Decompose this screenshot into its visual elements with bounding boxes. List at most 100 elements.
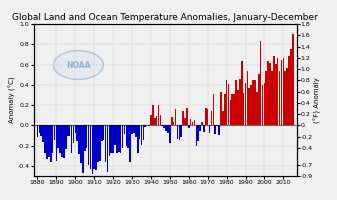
Bar (275, 64, 277, 125)
Bar (88, 125, 89, 165)
Bar (232, 94, 233, 125)
Bar (216, 125, 218, 126)
Bar (211, 111, 212, 125)
Bar (72, 125, 74, 143)
Bar (152, 105, 154, 125)
Bar (203, 125, 205, 132)
Bar (112, 125, 114, 153)
Bar (195, 125, 197, 146)
Bar (165, 125, 167, 131)
Bar (167, 125, 169, 133)
Bar (184, 118, 186, 125)
Bar (256, 92, 258, 125)
Bar (175, 109, 176, 125)
Bar (248, 88, 250, 125)
Bar (163, 125, 165, 128)
Bar (141, 125, 142, 145)
Bar (67, 125, 68, 136)
Text: NOAA: NOAA (66, 61, 91, 70)
Bar (103, 125, 104, 140)
Bar (220, 92, 222, 125)
Bar (201, 122, 203, 125)
Bar (173, 122, 175, 125)
Bar (284, 71, 286, 125)
Bar (271, 71, 273, 125)
Bar (50, 125, 52, 162)
Bar (224, 94, 225, 125)
Bar (86, 125, 88, 148)
Bar (288, 56, 290, 125)
Bar (226, 80, 227, 125)
Bar (190, 119, 191, 125)
Bar (218, 125, 220, 135)
Title: Global Land and Ocean Temperature Anomalies, January-December: Global Land and Ocean Temperature Anomal… (12, 13, 318, 22)
Bar (290, 49, 292, 125)
Bar (161, 125, 163, 126)
Bar (286, 68, 288, 125)
Bar (93, 125, 95, 169)
Bar (233, 94, 235, 125)
Bar (150, 115, 152, 125)
Bar (222, 111, 224, 125)
Bar (192, 122, 193, 125)
Bar (279, 71, 280, 125)
Bar (54, 125, 55, 140)
Bar (237, 90, 239, 125)
Bar (207, 109, 209, 125)
Bar (37, 125, 38, 137)
Bar (158, 105, 159, 125)
Bar (105, 125, 106, 162)
Bar (197, 125, 199, 141)
Bar (46, 125, 48, 159)
Bar (122, 125, 123, 148)
Bar (254, 80, 256, 125)
Bar (90, 125, 91, 169)
Bar (133, 125, 135, 133)
Bar (213, 94, 214, 125)
Bar (243, 93, 244, 125)
Bar (56, 125, 57, 161)
Bar (264, 83, 265, 125)
Bar (228, 84, 229, 125)
Bar (42, 125, 44, 142)
Bar (58, 125, 59, 148)
Bar (156, 116, 157, 125)
Bar (63, 125, 65, 158)
Bar (277, 58, 278, 125)
Bar (99, 125, 101, 161)
Bar (131, 125, 133, 134)
Bar (252, 80, 254, 125)
Bar (135, 125, 136, 137)
Bar (143, 125, 144, 140)
Bar (273, 56, 275, 125)
Bar (209, 125, 210, 133)
Bar (262, 85, 263, 125)
Bar (179, 125, 180, 140)
Bar (84, 125, 86, 151)
Bar (247, 71, 248, 125)
Bar (48, 125, 50, 157)
Bar (269, 63, 271, 125)
Bar (235, 80, 237, 125)
Bar (171, 117, 173, 125)
Bar (44, 125, 46, 153)
Bar (260, 41, 262, 125)
Bar (160, 115, 161, 125)
Bar (76, 125, 78, 141)
Bar (74, 125, 76, 133)
Bar (97, 125, 99, 162)
Bar (154, 118, 156, 125)
Bar (71, 125, 72, 153)
Bar (266, 71, 267, 125)
Bar (229, 100, 231, 125)
Bar (78, 125, 80, 154)
Bar (258, 74, 259, 125)
Y-axis label: (°F) Anomaly: (°F) Anomaly (314, 77, 321, 123)
Bar (145, 125, 146, 127)
Bar (267, 61, 269, 125)
Bar (106, 125, 108, 172)
Bar (126, 125, 127, 146)
Bar (111, 125, 112, 153)
Bar (114, 125, 116, 145)
Bar (120, 125, 122, 153)
